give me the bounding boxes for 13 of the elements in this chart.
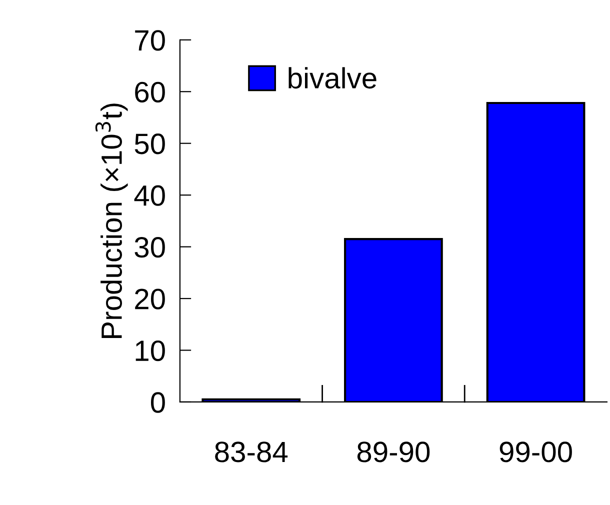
y-tick-label: 40: [134, 185, 165, 206]
legend-label: bivalve: [288, 67, 376, 89]
x-tick-label: 83-84: [215, 442, 288, 462]
y-tick-label: 70: [135, 30, 165, 51]
y-axis-title: Production (×10$^{3}$t): [95, 104, 128, 338]
y-tick-label: 10: [136, 340, 165, 362]
y-tick-label: 20: [135, 288, 165, 310]
y-tick-label: 30: [134, 237, 165, 258]
y-tick-label: 0: [150, 392, 165, 413]
x-tick-label: 89-90: [357, 442, 430, 462]
y-tick-label: 50: [134, 134, 165, 154]
y-tick-label: 60: [135, 82, 165, 102]
x-tick-label: 99-00: [500, 442, 572, 462]
